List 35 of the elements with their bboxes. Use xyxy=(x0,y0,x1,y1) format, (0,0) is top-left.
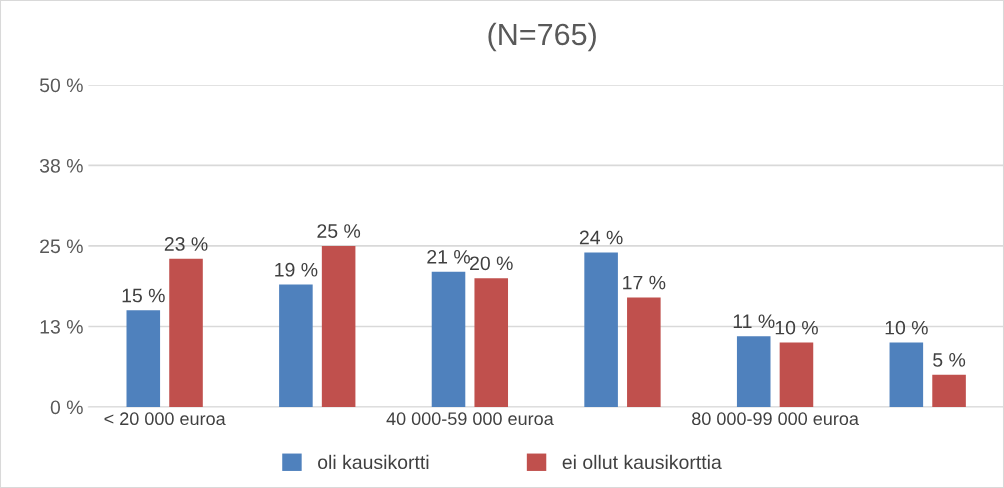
bar xyxy=(736,336,771,407)
y-tick-label: 25 % xyxy=(40,239,83,254)
x-tick-label: 40 000-59 000 euroa xyxy=(386,412,554,426)
bar xyxy=(169,258,203,407)
legend-label: ei ollut kausikorttia xyxy=(562,454,722,470)
data-label: 23 % xyxy=(164,237,208,251)
bar xyxy=(321,245,356,407)
data-label: 19 % xyxy=(275,262,318,277)
bar xyxy=(932,374,966,407)
y-tick-label: 0 % xyxy=(50,400,83,415)
data-label: 20 % xyxy=(470,256,513,271)
data-label: 21 % xyxy=(427,249,470,264)
data-label: 10 % xyxy=(775,320,818,335)
y-tick-label: 38 % xyxy=(39,158,83,173)
bar xyxy=(889,342,924,407)
y-tick-label: 50 % xyxy=(39,78,83,93)
data-label: 15 % xyxy=(122,288,165,303)
y-tick-label: 13 % xyxy=(40,319,83,334)
bar xyxy=(474,278,509,407)
bar xyxy=(627,297,661,407)
data-label: 11 % xyxy=(733,314,775,329)
bar xyxy=(431,271,466,407)
x-tick-label: < 20 000 euroa xyxy=(104,412,226,426)
legend-label: oli kausikortti xyxy=(318,454,429,470)
data-label: 24 % xyxy=(579,230,623,245)
data-label: 25 % xyxy=(317,224,361,238)
data-label: 5 % xyxy=(933,353,966,367)
data-label: 10 % xyxy=(885,320,928,335)
bar xyxy=(279,284,313,407)
x-tick-label: 80 000-99 000 euroa xyxy=(692,412,859,426)
bar xyxy=(779,342,814,407)
bar xyxy=(126,310,161,407)
chart-title: (N=765) xyxy=(488,22,596,52)
bar xyxy=(584,252,618,407)
data-label: 17 % xyxy=(623,275,666,290)
